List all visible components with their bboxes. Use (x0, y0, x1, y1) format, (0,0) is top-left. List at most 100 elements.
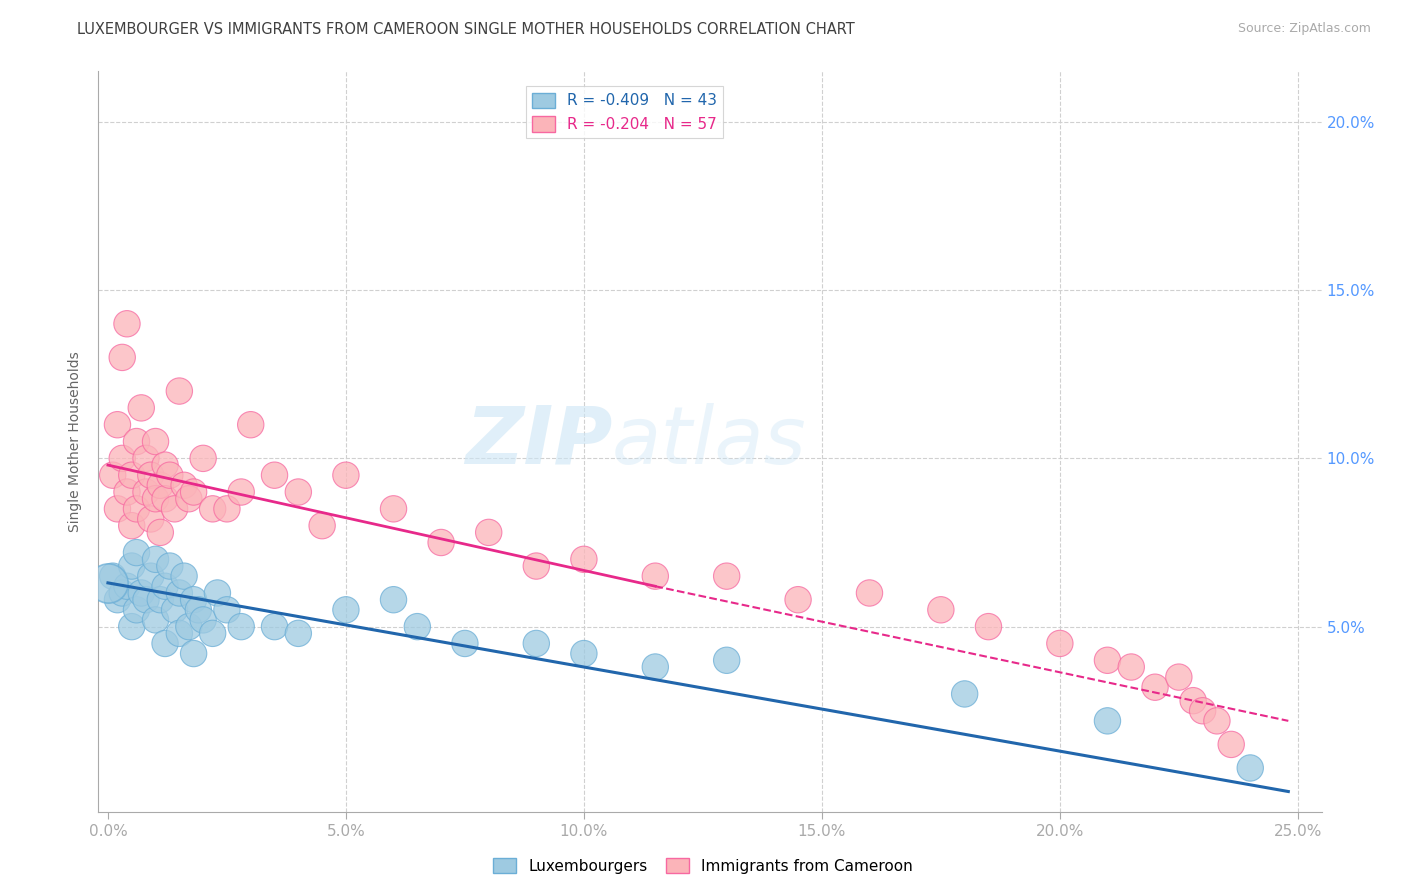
Point (1144, 680, 1167, 694)
Point (153, 458, 176, 472)
Point (191, 613, 214, 627)
Point (163, 501, 186, 516)
Text: ZIP: ZIP (465, 402, 612, 481)
Point (335, 603, 357, 617)
Point (101, 569, 124, 583)
Point (153, 491, 176, 506)
Point (129, 586, 152, 600)
Point (125, 603, 148, 617)
Point (145, 491, 167, 506)
Point (187, 603, 209, 617)
Point (263, 619, 285, 633)
Point (163, 603, 186, 617)
Point (97, 575, 120, 590)
Point (169, 586, 191, 600)
Point (716, 569, 738, 583)
Point (153, 636, 176, 650)
Point (173, 569, 195, 583)
Point (1239, 761, 1261, 775)
Point (183, 647, 205, 661)
Text: LUXEMBOURGER VS IMMIGRANTS FROM CAMEROON SINGLE MOTHER HOUSEHOLDS CORRELATION CH: LUXEMBOURGER VS IMMIGRANTS FROM CAMEROON… (77, 22, 855, 37)
Point (1121, 660, 1143, 674)
Point (572, 647, 595, 661)
Point (173, 478, 195, 492)
Point (1049, 636, 1071, 650)
Point (858, 586, 880, 600)
Point (177, 619, 200, 633)
Point (149, 478, 172, 492)
Point (454, 636, 477, 650)
Point (121, 559, 143, 574)
Point (231, 485, 253, 500)
Text: Source: ZipAtlas.com: Source: ZipAtlas.com (1237, 22, 1371, 36)
Point (1167, 670, 1189, 684)
Point (191, 451, 214, 466)
Point (145, 434, 167, 449)
Point (183, 485, 205, 500)
Point (121, 468, 143, 483)
Point (159, 468, 181, 483)
Point (149, 525, 172, 540)
Point (215, 501, 238, 516)
Point (125, 546, 148, 560)
Point (572, 552, 595, 566)
Point (311, 518, 333, 533)
Legend: Luxembourgers, Immigrants from Cameroon: Luxembourgers, Immigrants from Cameroon (486, 852, 920, 880)
Point (121, 518, 143, 533)
Text: atlas: atlas (612, 402, 807, 481)
Point (977, 619, 1000, 633)
Point (524, 636, 547, 650)
Point (201, 626, 224, 640)
Point (382, 501, 405, 516)
Point (1191, 704, 1213, 718)
Point (111, 451, 134, 466)
Point (787, 592, 810, 607)
Point (129, 401, 152, 415)
Point (111, 586, 134, 600)
Point (135, 451, 157, 466)
Point (524, 559, 547, 574)
Point (335, 468, 357, 483)
Point (183, 592, 205, 607)
Point (231, 619, 253, 633)
Point (153, 579, 176, 593)
Point (406, 619, 429, 633)
Point (145, 552, 167, 566)
Point (111, 351, 134, 365)
Point (1097, 653, 1119, 667)
Point (263, 468, 285, 483)
Point (1182, 694, 1205, 708)
Point (101, 468, 124, 483)
Point (1220, 738, 1243, 752)
Point (169, 384, 191, 398)
Point (115, 485, 138, 500)
Point (177, 491, 200, 506)
Point (139, 512, 162, 526)
Point (953, 687, 976, 701)
Point (149, 592, 172, 607)
Point (478, 525, 501, 540)
Point (125, 501, 148, 516)
Y-axis label: Single Mother Households: Single Mother Households (69, 351, 83, 532)
Point (644, 569, 666, 583)
Point (107, 417, 129, 432)
Point (382, 592, 405, 607)
Point (201, 501, 224, 516)
Point (207, 586, 229, 600)
Point (287, 626, 309, 640)
Point (139, 468, 162, 483)
Point (1097, 714, 1119, 728)
Point (107, 501, 129, 516)
Point (135, 592, 157, 607)
Point (287, 485, 309, 500)
Point (125, 434, 148, 449)
Point (169, 626, 191, 640)
Point (716, 653, 738, 667)
Point (239, 417, 262, 432)
Point (929, 603, 952, 617)
Point (430, 535, 453, 549)
Point (115, 579, 138, 593)
Point (145, 613, 167, 627)
Point (159, 559, 181, 574)
Point (115, 317, 138, 331)
